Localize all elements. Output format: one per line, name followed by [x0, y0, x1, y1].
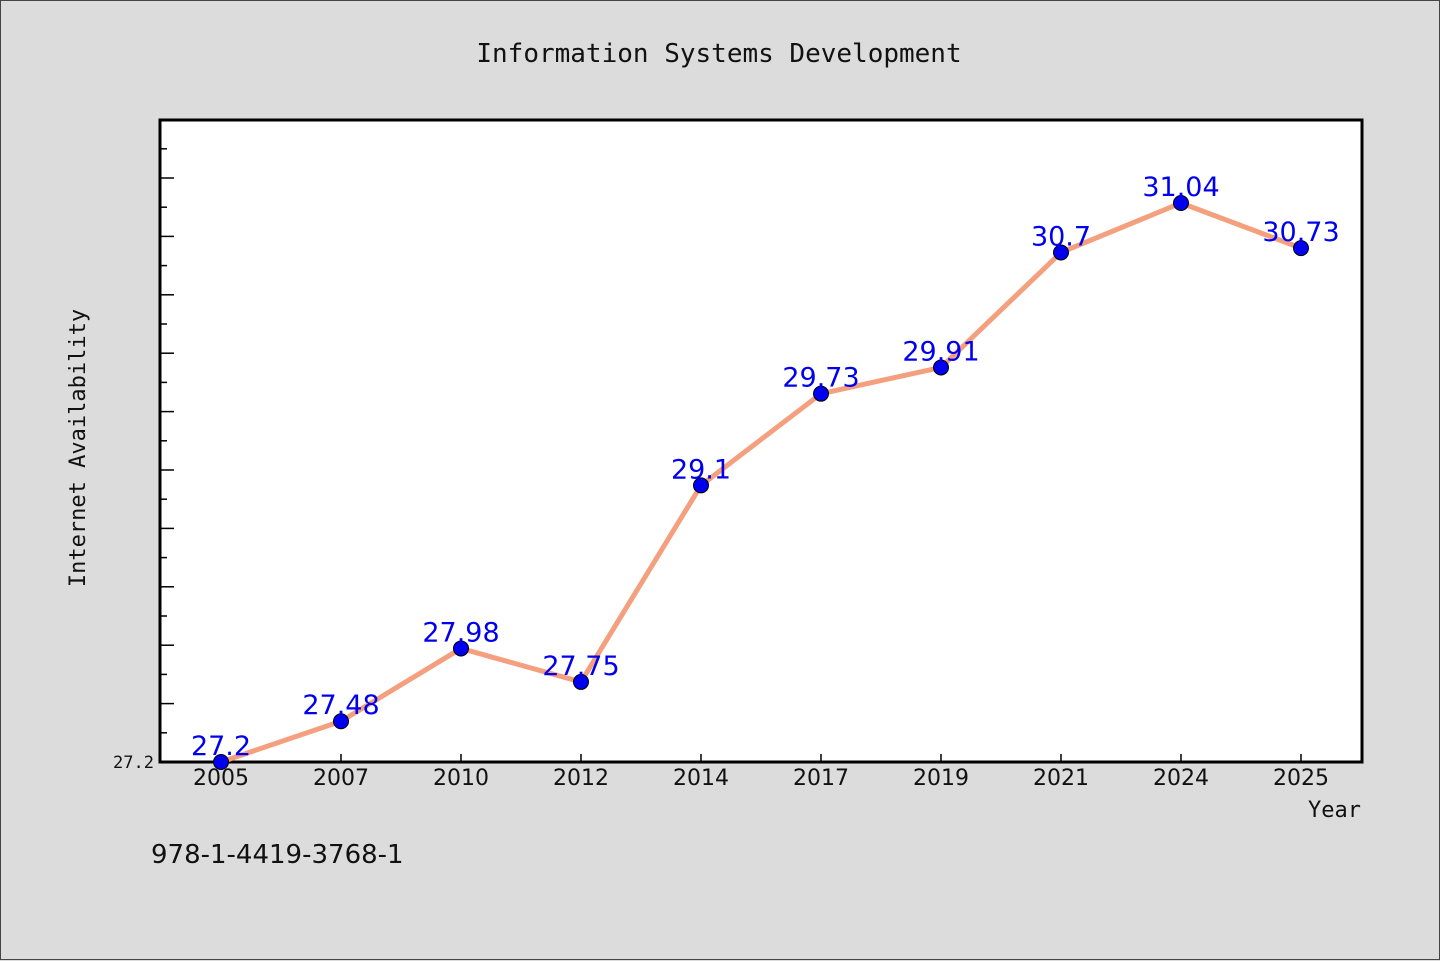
data-label: 29.91 — [902, 336, 979, 367]
data-point — [453, 640, 469, 657]
x-tick-label: 2010 — [433, 766, 489, 791]
data-label: 30.73 — [1262, 217, 1339, 248]
data-label: 27.75 — [542, 651, 619, 682]
data-label: 29.73 — [782, 363, 859, 394]
x-axis-label: Year — [1308, 798, 1361, 823]
x-tick-label: 2025 — [1273, 766, 1329, 791]
data-point — [933, 359, 949, 376]
data-point — [213, 754, 229, 770]
data-label: 29.1 — [671, 454, 731, 485]
x-tick-label: 2021 — [1033, 766, 1089, 791]
series-line — [218, 200, 1304, 765]
x-tick-label: 2024 — [1153, 766, 1209, 791]
data-label: 30.7 — [1031, 221, 1091, 252]
x-axis-ticks: 2005 2007 2010 2012 2014 2017 2019 2021 2024 2025 — [193, 754, 1329, 791]
data-point — [813, 385, 829, 402]
y-axis-ticks: 27.2 — [113, 148, 174, 773]
series-layer: 27.2 27.48 27.98 27.75 29.1 29.73 29.91 30.7 31.… — [191, 172, 1340, 770]
data-point — [333, 713, 349, 730]
y-tick-label: 27.2 — [113, 753, 154, 773]
isbn-text: 978-1-4419-3768-1 — [151, 840, 404, 870]
data-label: 27.98 — [422, 617, 499, 648]
data-label: 31.04 — [1142, 172, 1219, 203]
x-tick-label: 2005 — [193, 766, 249, 791]
data-label: 27.48 — [302, 690, 379, 721]
data-point — [693, 477, 709, 494]
x-tick-label: 2012 — [553, 766, 609, 791]
x-tick-label: 2019 — [913, 766, 969, 791]
x-tick-label: 2014 — [673, 766, 729, 791]
data-point — [1293, 240, 1309, 257]
data-point — [573, 673, 589, 690]
data-label: 27.2 — [191, 731, 251, 762]
y-axis-label: Internet Availability — [66, 309, 91, 587]
x-tick-label: 2017 — [793, 766, 849, 791]
x-tick-label: 2007 — [313, 766, 369, 791]
data-point — [1053, 244, 1069, 261]
data-point — [1173, 194, 1189, 211]
chart-title: Information Systems Development — [476, 39, 961, 69]
